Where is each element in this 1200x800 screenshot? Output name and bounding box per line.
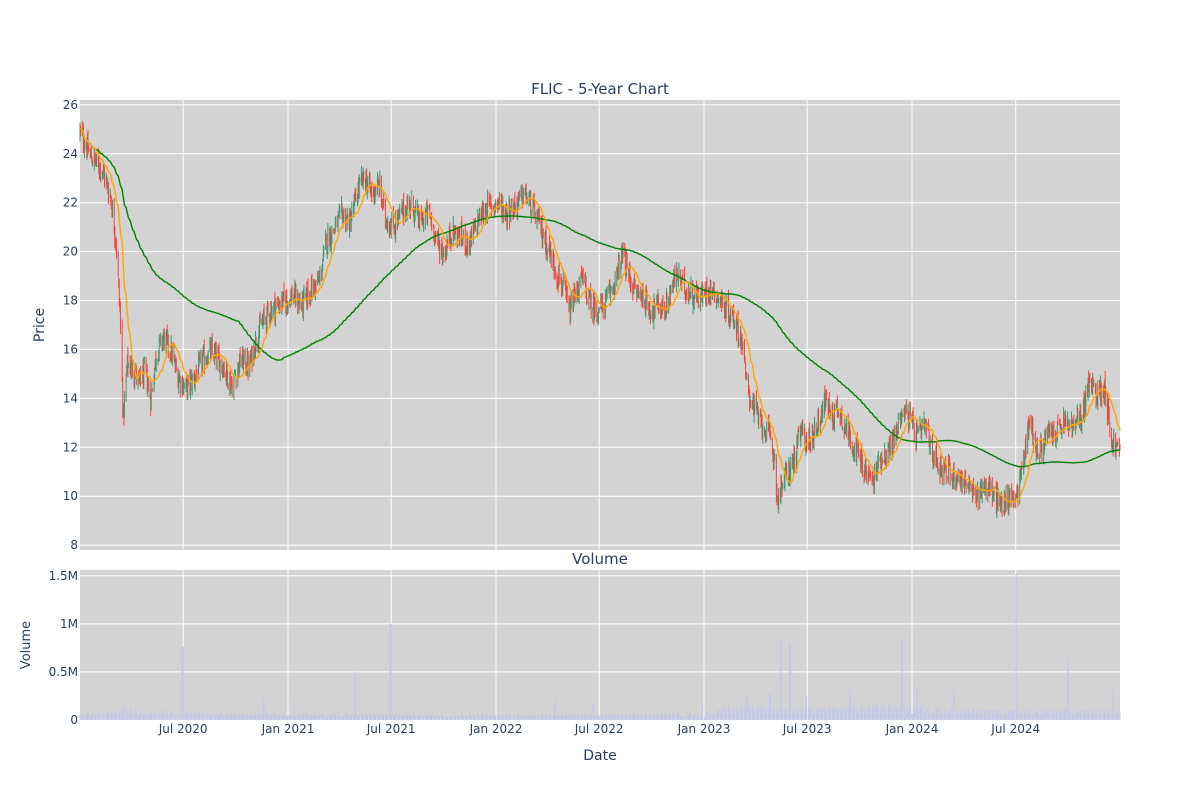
price-y-tick-label: 8 — [70, 538, 78, 552]
volume-y-tick-label: 0.5M — [49, 665, 78, 679]
price-y-tick-label: 14 — [63, 391, 78, 405]
price-y-tick-label: 10 — [63, 489, 78, 503]
x-tick-label: Jul 2024 — [990, 722, 1040, 736]
price-y-tick-labels: 8 10 12 14 16 18 20 22 24 26 — [63, 98, 78, 552]
volume-y-tick-label: 0 — [70, 713, 78, 727]
price-y-tick-label: 16 — [63, 342, 78, 356]
price-chart-title: FLIC - 5-Year Chart — [531, 80, 669, 98]
x-tick-label: Jul 2020 — [158, 722, 208, 736]
x-tick-label: Jan 2021 — [261, 722, 315, 736]
price-y-axis-label: Price — [32, 308, 48, 342]
x-tick-label: Jan 2024 — [885, 722, 939, 736]
price-y-tick-label: 20 — [63, 245, 78, 259]
volume-chart-title: Volume — [572, 550, 628, 568]
moving-average-20-line — [79, 127, 1121, 504]
price-y-tick-label: 22 — [63, 196, 78, 210]
x-axis-label: Date — [583, 748, 616, 764]
x-tick-label: Jul 2023 — [782, 722, 832, 736]
x-tick-label: Jan 2022 — [469, 722, 523, 736]
moving-average-200-line — [79, 127, 1121, 468]
volume-y-tick-label: 1M — [60, 617, 78, 631]
x-tick-label: Jan 2023 — [677, 722, 731, 736]
price-y-tick-label: 18 — [63, 294, 78, 308]
x-tick-label: Jul 2021 — [366, 722, 416, 736]
volume-panel: 0 0.5M 1M 1.5M Jul 2020 Jan 2021 Jul 2021 Jan … — [19, 550, 1121, 764]
volume-y-tick-label: 1.5M — [49, 569, 78, 583]
price-y-tick-label: 26 — [63, 98, 78, 112]
volume-y-tick-labels: 0 0.5M 1M 1.5M — [49, 569, 78, 727]
volume-x-tick-labels: Jul 2020 Jan 2021 Jul 2021 Jan 2022 Jul 2022… — [158, 722, 1040, 736]
volume-bar-series — [79, 574, 1121, 720]
volume-y-axis-label: Volume — [19, 621, 34, 669]
x-tick-label: Jul 2022 — [574, 722, 624, 736]
price-y-tick-label: 12 — [63, 440, 78, 454]
price-y-tick-label: 24 — [63, 147, 78, 161]
volume-plot-area — [80, 570, 1120, 720]
